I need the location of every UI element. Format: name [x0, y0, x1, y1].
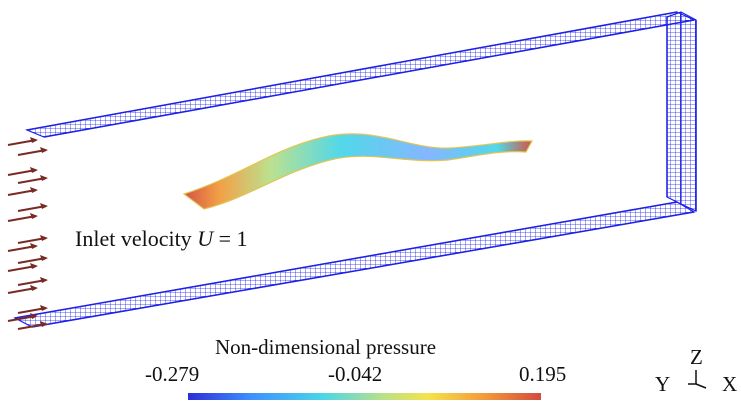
inlet-arrow-head [30, 213, 38, 219]
colorbar-mid-label: -0.042 [328, 362, 383, 386]
inlet-velocity-label: Inlet velocity U = 1 [75, 226, 248, 251]
inlet-arrow-head [30, 313, 38, 319]
inlet-arrow-head [40, 321, 48, 327]
pressure-colorbar [188, 393, 541, 400]
colorbar-min-label: -0.279 [145, 362, 200, 386]
axis-triad-z: Z [690, 345, 703, 369]
inlet-arrow-head [40, 255, 48, 261]
top-wall-mesh [24, 11, 696, 138]
outlet-wall-mesh [666, 11, 697, 212]
inlet-arrow-head [30, 243, 38, 249]
colorbar-max-label: 0.195 [519, 362, 567, 386]
inlet-arrow-head [40, 277, 48, 283]
inlet-arrow-head [40, 235, 48, 241]
bottom-wall-mesh [13, 201, 696, 328]
airfoil-surface [182, 133, 533, 210]
axis-triad-y: Y [655, 372, 671, 396]
inlet-arrow-head [30, 137, 38, 143]
inlet-arrow-head [40, 175, 48, 181]
inlet-arrow-head [30, 187, 38, 193]
axis-triad-icon [688, 370, 707, 389]
inlet-arrow-head [40, 147, 48, 153]
inlet-arrow-head [40, 203, 48, 209]
colorbar-title: Non-dimensional pressure [215, 335, 437, 359]
inlet-arrow-head [40, 305, 48, 311]
inlet-arrow-head [30, 285, 38, 291]
axis-triad-x: X [722, 372, 738, 396]
inlet-velocity-arrows [7, 137, 48, 330]
inlet-arrow-head [30, 263, 38, 269]
inlet-arrow-head [30, 167, 38, 173]
